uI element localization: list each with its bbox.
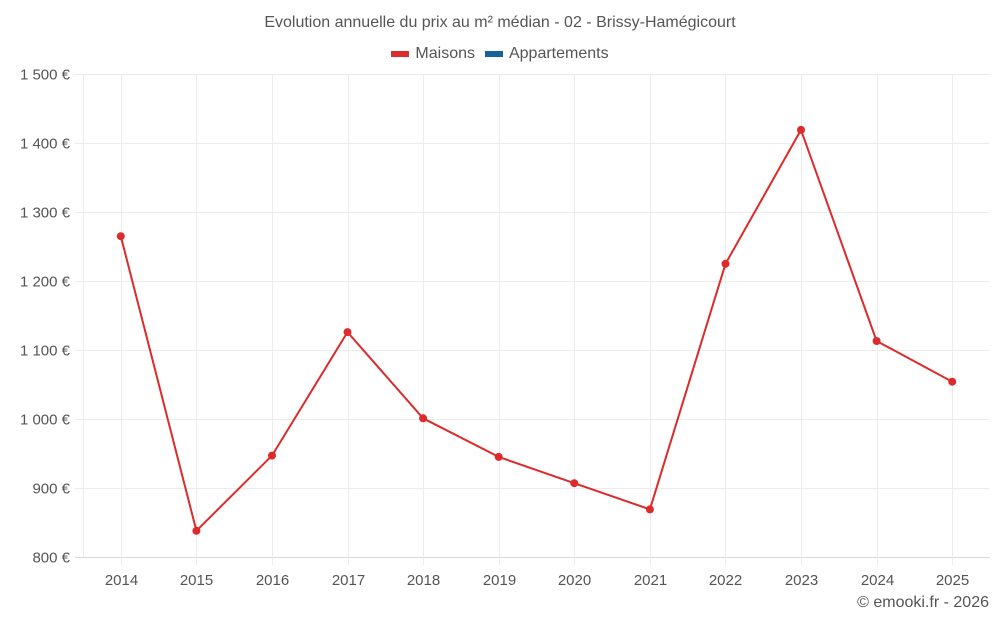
credits[interactable]: © emooki.fr - 2026 <box>857 594 989 611</box>
y-tick-label: 1 100 € <box>20 343 71 360</box>
x-tick-label: 2018 <box>407 572 440 589</box>
data-point[interactable] <box>419 414 428 423</box>
legend-swatch-appartements-icon <box>484 51 503 57</box>
series-line <box>119 128 953 532</box>
legend-label-maisons: Maisons <box>415 45 475 62</box>
data-point[interactable] <box>872 337 881 345</box>
x-axis: 2014 2015 2016 2017 2018 2019 2020 2021 2022 2023… <box>105 572 969 589</box>
data-point[interactable] <box>721 259 730 268</box>
x-tick-label: 2022 <box>709 572 742 589</box>
x-tick-label: 2014 <box>105 572 138 589</box>
data-point[interactable] <box>494 452 503 461</box>
series-maisons <box>116 125 957 535</box>
data-point[interactable] <box>116 232 125 241</box>
x-tick-label: 2025 <box>936 572 969 589</box>
data-point[interactable] <box>797 125 805 134</box>
y-tick-label: 1 400 € <box>20 136 71 153</box>
y-tick-label: 1 300 € <box>20 205 71 222</box>
legend-item-maisons[interactable]: Maisons <box>391 45 475 63</box>
x-tick-label: 2016 <box>256 572 289 589</box>
legend-swatch-maisons-icon <box>391 51 410 57</box>
legend: Maisons Appartements <box>0 45 1000 63</box>
y-axis: 800 € 900 € 1 000 € 1 100 € 1 200 € 1 300 € 1 … <box>20 67 71 567</box>
data-point[interactable] <box>645 505 654 514</box>
x-tick-label: 2017 <box>332 572 365 589</box>
data-point[interactable] <box>192 526 201 535</box>
x-tick-label: 2020 <box>558 572 591 589</box>
x-tick-label: 2015 <box>180 572 213 589</box>
legend-item-appartements[interactable]: Appartements <box>484 45 609 63</box>
x-tick-label: 2021 <box>634 572 667 589</box>
x-tick-label: 2019 <box>483 572 516 589</box>
data-point[interactable] <box>570 479 579 488</box>
chart-title: Evolution annuelle du prix au m² médian … <box>264 14 736 31</box>
y-tick-label: 800 € <box>32 550 70 567</box>
x-tick-label: 2023 <box>785 572 818 589</box>
x-tick-label: 2024 <box>861 572 894 589</box>
y-tick-label: 1 500 € <box>20 67 71 84</box>
data-point[interactable] <box>343 328 352 337</box>
data-point[interactable] <box>948 377 957 386</box>
y-tick-label: 1 200 € <box>20 274 71 291</box>
grid-lines <box>75 74 990 565</box>
y-tick-label: 900 € <box>32 481 70 498</box>
data-point[interactable] <box>268 451 276 460</box>
legend-label-appartements: Appartements <box>508 45 609 62</box>
y-tick-label: 1 000 € <box>20 412 71 429</box>
